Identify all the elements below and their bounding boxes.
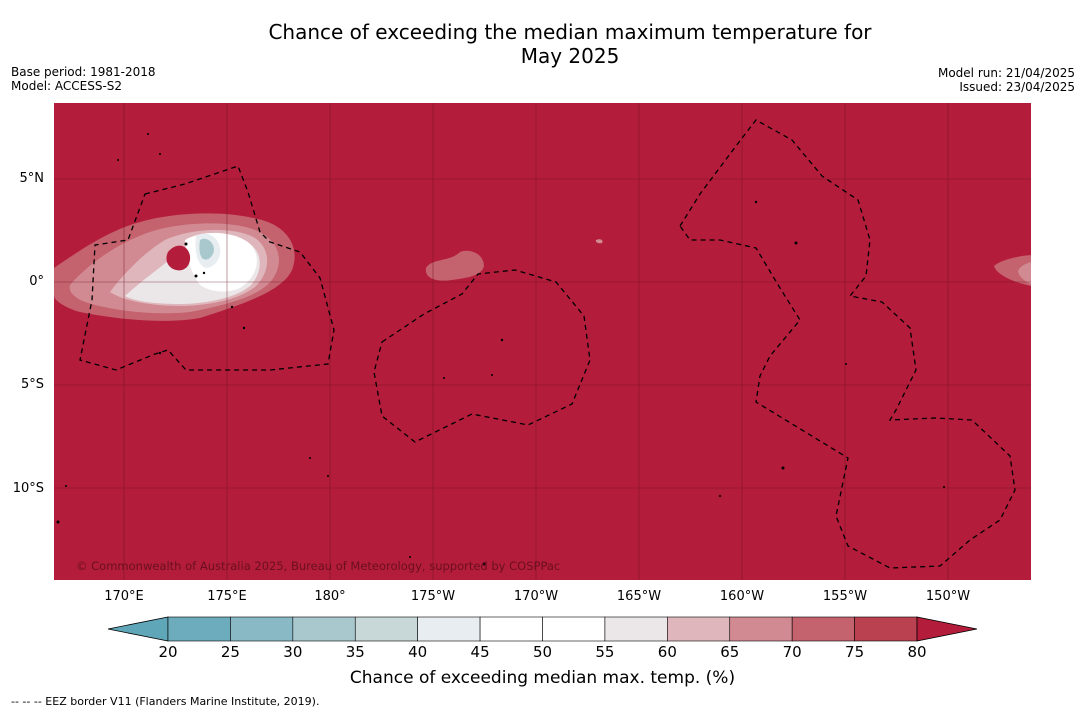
colorbar-tick-40: 40 xyxy=(408,643,428,661)
eez-footnote: -- -- -- EEZ border V11 (Flanders Marine… xyxy=(11,695,320,708)
map-title: Chance of exceeding the median maximum t… xyxy=(0,20,1085,68)
title-line-2: May 2025 xyxy=(520,44,620,68)
lat-label-0: 0° xyxy=(29,274,44,289)
colorbar-bin-20 xyxy=(167,616,231,642)
lon-label-160w: 160°W xyxy=(719,589,765,604)
colorbar xyxy=(107,616,978,642)
colorbar-tick-45: 45 xyxy=(470,643,490,661)
copyright-notice: © Commonwealth of Australia 2025, Bureau… xyxy=(76,559,560,573)
meta-right: Model run: 21/04/2025 Issued: 23/04/2025 xyxy=(938,66,1075,94)
meta-left: Base period: 1981-2018 Model: ACCESS-S2 xyxy=(11,65,156,93)
lat-label-5n: 5°N xyxy=(19,171,45,186)
colorbar-tick-55: 55 xyxy=(595,643,615,661)
colorbar-bin-40 xyxy=(417,616,481,642)
colorbar-tick-70: 70 xyxy=(782,643,802,661)
lon-label-175e: 175°E xyxy=(207,589,247,604)
lat-label-5s: 5°S xyxy=(20,377,44,392)
colorbar-tick-25: 25 xyxy=(220,643,240,661)
colorbar-label: Chance of exceeding median max. temp. (%… xyxy=(349,668,736,688)
colorbar-bin-65 xyxy=(729,616,793,642)
colorbar-bin-45 xyxy=(479,616,543,642)
colorbar-extend-high xyxy=(916,616,978,642)
colorbar-tick-75: 75 xyxy=(845,643,865,661)
eez-line xyxy=(679,119,1016,569)
colorbar-bin-25 xyxy=(230,616,294,642)
lon-label-170w: 170°W xyxy=(513,589,559,604)
colorbar-bin-35 xyxy=(354,616,418,642)
colorbar-bin-30 xyxy=(292,616,356,642)
lon-label-175w: 175°W xyxy=(410,589,456,604)
colorbar-tick-60: 60 xyxy=(657,643,677,661)
colorbar-tick-50: 50 xyxy=(532,643,553,661)
graticule xyxy=(54,103,1031,580)
model-name: Model: ACCESS-S2 xyxy=(11,79,123,93)
speck xyxy=(595,239,603,244)
eez-gilbert xyxy=(79,165,335,371)
contour-east-inner xyxy=(1018,262,1031,284)
colorbar-tick-80: 80 xyxy=(907,643,927,661)
eez-borders xyxy=(79,119,1016,569)
lon-label-155w: 155°W xyxy=(822,589,868,604)
colorbar-tick-65: 65 xyxy=(720,643,740,661)
issued-date: Issued: 23/04/2025 xyxy=(959,80,1075,94)
title-line-1: Chance of exceeding the median maximum t… xyxy=(268,20,872,44)
anomaly-contours xyxy=(54,103,1031,580)
colorbar-extend-low xyxy=(107,616,169,642)
colorbar-bin-55 xyxy=(604,616,668,642)
contour-central xyxy=(425,250,484,281)
contour-east xyxy=(994,255,1031,286)
probability-field xyxy=(54,103,1031,580)
colorbar-bin-75 xyxy=(854,616,918,642)
eez-phoenix xyxy=(373,269,591,443)
colorbar-tick-20: 20 xyxy=(158,643,178,661)
model-run: Model run: 21/04/2025 xyxy=(937,66,1075,80)
lon-label-150w: 150°W xyxy=(925,589,971,604)
islands xyxy=(56,133,945,566)
colorbar-tick-35: 35 xyxy=(345,643,365,661)
lat-label-10s: 10°S xyxy=(12,481,44,496)
lon-label-165w: 165°W xyxy=(616,589,662,604)
contour-40 xyxy=(199,238,214,260)
base-period: Base period: 1981-2018 xyxy=(11,65,156,79)
lon-label-180: 180° xyxy=(314,589,346,604)
colorbar-bin-60 xyxy=(667,616,731,642)
lon-label-170e: 170°E xyxy=(104,589,144,604)
hotspot-80 xyxy=(166,245,191,271)
colorbar-bin-50 xyxy=(542,616,606,642)
colorbar-tick-30: 30 xyxy=(283,643,303,661)
colorbar-bin-70 xyxy=(791,616,855,642)
